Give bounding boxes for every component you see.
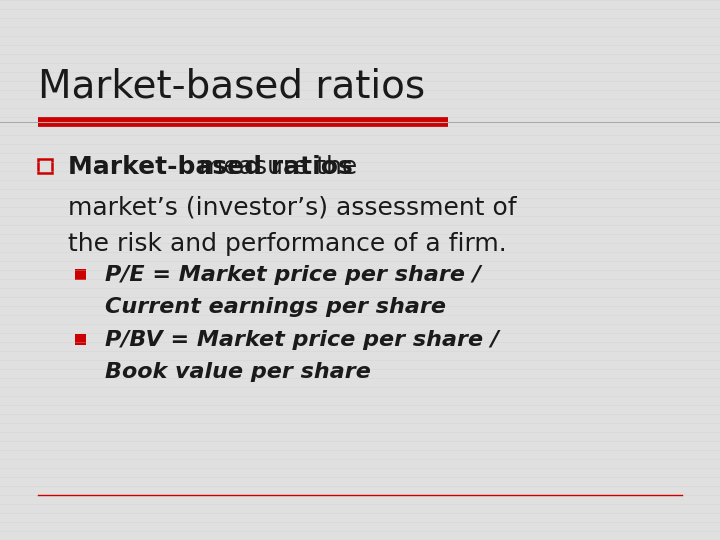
Text: Book value per share: Book value per share [105,362,371,382]
Bar [38,159,52,173]
Text: Market-based ratios: Market-based ratios [68,155,353,179]
Text: P/E = Market price per share /: P/E = Market price per share / [105,265,481,285]
Bar [75,269,86,280]
Text: measure the: measure the [191,155,357,179]
Text: Market-based ratios: Market-based ratios [38,68,425,106]
Text: the risk and performance of a firm.: the risk and performance of a firm. [68,232,507,256]
Bar [75,334,86,345]
Text: Current earnings per share: Current earnings per share [105,297,446,317]
Text: P/BV = Market price per share /: P/BV = Market price per share / [105,330,499,350]
Text: market’s (investor’s) assessment of: market’s (investor’s) assessment of [68,195,517,219]
